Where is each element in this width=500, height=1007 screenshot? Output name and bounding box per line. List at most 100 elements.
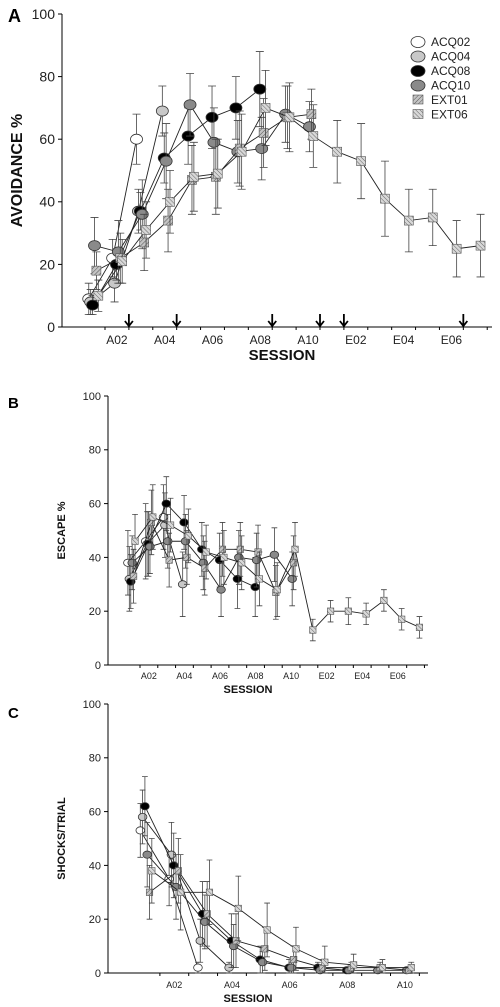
x-tick-label: A02 xyxy=(141,671,157,681)
series-line xyxy=(90,110,163,303)
data-point xyxy=(179,518,189,527)
series-ext01 xyxy=(130,489,298,620)
data-point xyxy=(216,585,226,594)
panel-letter: B xyxy=(8,395,19,412)
legend-marker xyxy=(410,36,426,48)
data-point xyxy=(205,111,219,123)
data-point xyxy=(167,521,175,529)
session-arrow xyxy=(267,314,277,328)
y-tick-label: 100 xyxy=(32,6,56,22)
series-line xyxy=(131,540,293,591)
data-point xyxy=(202,548,210,556)
data-point xyxy=(137,812,148,821)
session-arrow xyxy=(171,314,182,328)
data-point xyxy=(149,513,157,521)
series-acq02 xyxy=(135,803,203,974)
y-tick-label: 60 xyxy=(39,131,55,147)
y-tick-label: 80 xyxy=(39,69,55,85)
series-ext06 xyxy=(148,838,415,974)
x-tick-label: A10 xyxy=(283,671,299,681)
legend-entry: ACQ04 xyxy=(431,50,471,64)
data-point xyxy=(117,256,127,267)
data-point xyxy=(350,961,358,969)
data-point xyxy=(145,542,155,551)
series-line xyxy=(96,113,312,272)
data-point xyxy=(155,105,169,117)
legend-marker xyxy=(412,94,424,105)
y-tick-label: 20 xyxy=(89,914,101,926)
series-ext01 xyxy=(145,838,413,974)
data-point xyxy=(93,290,104,301)
y-tick-label: 0 xyxy=(95,968,101,980)
data-point xyxy=(327,607,335,615)
y-axis-label: ESCAPE % xyxy=(56,501,68,559)
data-point xyxy=(220,553,228,561)
data-point xyxy=(212,168,223,179)
data-point xyxy=(269,550,280,559)
x-tick-label: E06 xyxy=(441,333,463,347)
data-point xyxy=(91,265,102,276)
data-point xyxy=(362,610,370,618)
data-point xyxy=(321,958,329,966)
data-point xyxy=(229,102,243,114)
data-point xyxy=(291,545,299,553)
data-point xyxy=(292,945,300,953)
data-point xyxy=(127,558,137,567)
data-point xyxy=(253,83,267,95)
legend-entry: ACQ08 xyxy=(431,64,471,78)
y-axis-label: SHOCKS/TRIAL xyxy=(56,797,68,880)
data-point xyxy=(308,131,319,141)
x-tick-label: E02 xyxy=(345,333,367,347)
data-point xyxy=(407,964,415,972)
series-ext06 xyxy=(131,484,424,642)
data-point xyxy=(145,888,154,896)
y-tick-label: 20 xyxy=(39,256,55,272)
x-axis-label: SESSION xyxy=(224,993,273,1005)
data-point xyxy=(261,945,269,953)
data-point xyxy=(203,910,211,918)
x-tick-label: E02 xyxy=(319,671,335,681)
legend-entry: ACQ02 xyxy=(431,35,471,49)
y-tick-label: 0 xyxy=(95,660,101,672)
data-point xyxy=(238,559,246,567)
data-point xyxy=(88,240,101,252)
y-tick-label: 100 xyxy=(83,699,101,711)
data-point xyxy=(86,299,99,311)
x-tick-label: A08 xyxy=(250,333,272,347)
legend-entry: ACQ10 xyxy=(431,79,471,93)
data-point xyxy=(273,586,281,594)
data-point xyxy=(130,133,143,145)
legend-marker xyxy=(410,50,426,63)
session-arrow xyxy=(124,314,134,328)
data-point xyxy=(130,572,138,580)
y-tick-label: 20 xyxy=(89,606,101,618)
y-tick-label: 60 xyxy=(89,498,101,510)
data-point xyxy=(415,623,424,631)
data-point xyxy=(135,826,146,835)
data-point xyxy=(306,109,317,119)
data-point xyxy=(356,156,366,166)
x-axis-label: SESSION xyxy=(224,684,273,696)
data-point xyxy=(332,146,343,157)
series-line xyxy=(142,816,230,968)
series-line xyxy=(146,854,407,971)
panel-letter: A xyxy=(8,6,21,26)
data-point xyxy=(159,155,173,167)
legend-marker xyxy=(412,109,424,119)
data-point xyxy=(251,556,262,565)
data-point xyxy=(404,215,414,226)
data-point xyxy=(255,575,264,583)
series-line xyxy=(94,103,310,253)
x-axis-label: SESSION xyxy=(249,347,316,364)
legend-marker xyxy=(410,79,426,92)
series-acq10 xyxy=(142,821,412,975)
data-point xyxy=(189,171,199,182)
data-point xyxy=(161,499,172,508)
data-point xyxy=(183,99,197,111)
x-tick-label: A08 xyxy=(339,980,355,990)
data-point xyxy=(236,146,247,157)
data-point xyxy=(177,888,185,896)
x-tick-label: A04 xyxy=(154,333,176,347)
y-tick-label: 40 xyxy=(89,860,101,872)
